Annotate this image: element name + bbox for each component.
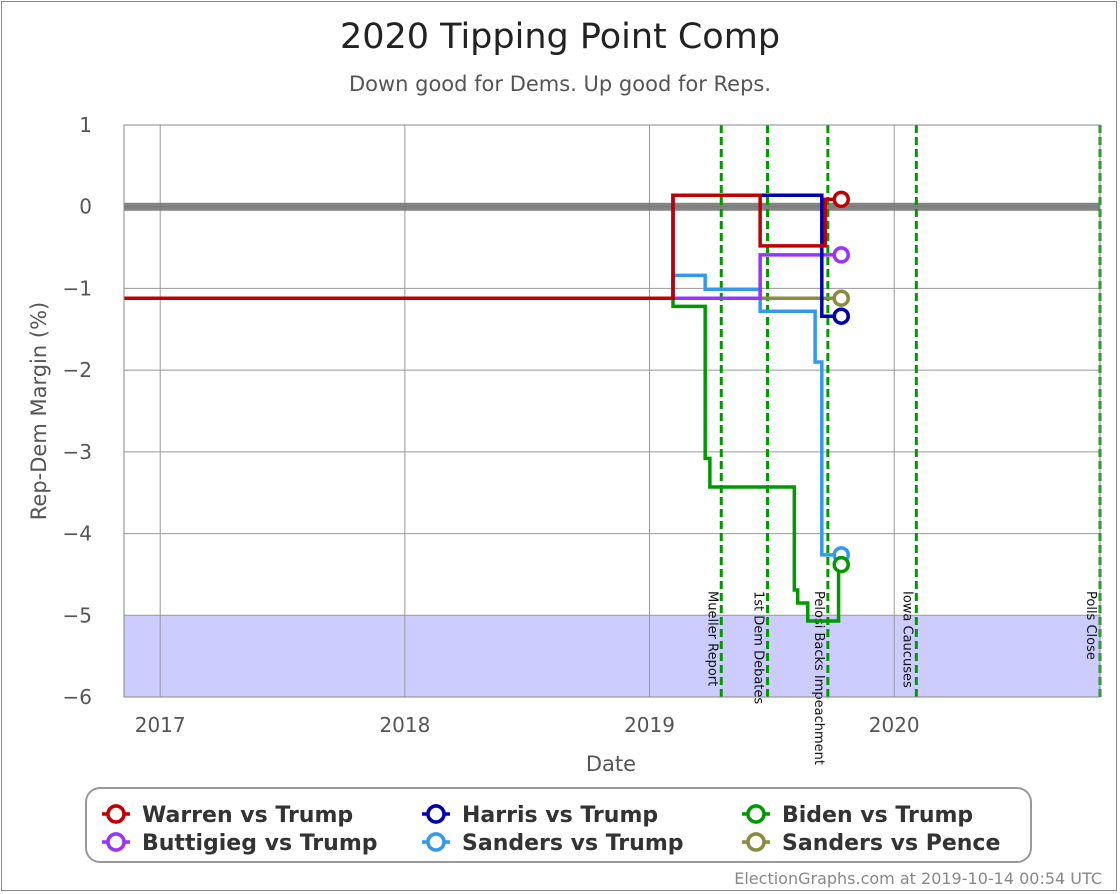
series-lines bbox=[124, 190, 851, 623]
x-tick-label: 2020 bbox=[869, 713, 920, 737]
legend-entry: Biden vs Trump bbox=[782, 803, 973, 828]
grid-lines bbox=[124, 124, 1100, 698]
legend-entry: Warren vs Trump bbox=[142, 803, 353, 828]
event-label: Polls Close bbox=[1083, 591, 1098, 660]
y-tick-label: −6 bbox=[63, 685, 92, 709]
y-tick-label: −3 bbox=[63, 440, 92, 464]
event-label: Iowa Caucuses bbox=[899, 591, 914, 688]
x-tick-label: 2017 bbox=[135, 713, 186, 737]
y-tick-label: −4 bbox=[63, 522, 92, 546]
legend-entry: Sanders vs Pence bbox=[782, 831, 1000, 856]
axes: 1 0 −1 −2 −3 −4 −5 −6 2017 2018 2019 2020 bbox=[63, 113, 1101, 737]
y-tick-label: 1 bbox=[79, 113, 92, 137]
event-label: 1st Dem Debates bbox=[751, 591, 766, 704]
legend-entry: Buttigieg vs Trump bbox=[142, 831, 378, 856]
y-tick-label: −1 bbox=[63, 276, 92, 300]
legend-entry: Harris vs Trump bbox=[462, 803, 658, 828]
series-endpoint-marker bbox=[832, 555, 851, 574]
legend-box bbox=[85, 787, 1032, 863]
x-tick-label: 2019 bbox=[624, 713, 675, 737]
series-endpoint-marker bbox=[832, 246, 851, 264]
series-endpoint-marker bbox=[832, 190, 851, 209]
legend-marker-front bbox=[106, 832, 126, 852]
legend-marker-front bbox=[746, 832, 766, 852]
series-line bbox=[124, 273, 842, 557]
x-axis-label: Date bbox=[586, 752, 636, 776]
legend-marker-front bbox=[426, 832, 446, 852]
shaded-band bbox=[124, 615, 1100, 697]
legend-marker-front bbox=[426, 804, 446, 824]
plot-background bbox=[124, 615, 1100, 697]
x-tick-label: 2018 bbox=[379, 713, 430, 737]
y-tick-label: −2 bbox=[63, 358, 92, 382]
plot-border bbox=[123, 124, 1101, 698]
series-line bbox=[124, 193, 842, 300]
event-label: Mueller Report bbox=[704, 591, 719, 686]
legend-marker-front bbox=[106, 804, 126, 824]
series-endpoint-marker bbox=[832, 307, 851, 325]
chart-subtitle: Down good for Dems. Up good for Reps. bbox=[349, 72, 771, 96]
series-line bbox=[124, 296, 842, 623]
series-line bbox=[124, 253, 842, 300]
credit-text: ElectionGraphs.com at 2019-10-14 00:54 U… bbox=[734, 869, 1102, 888]
y-axis-label: Rep-Dem Margin (%) bbox=[27, 302, 51, 520]
event-label: Pelosi Backs Impeachment bbox=[811, 591, 826, 765]
legend-entry: Sanders vs Trump bbox=[462, 831, 684, 856]
event-markers: Mueller Report 1st Dem Debates Pelosi Back… bbox=[704, 125, 1102, 765]
legend: Warren vs Trump Harris vs Trump Biden vs T… bbox=[85, 787, 1032, 863]
series-endpoint-marker bbox=[832, 289, 851, 307]
chart-title: 2020 Tipping Point Comp bbox=[340, 17, 780, 57]
y-tick-label: −5 bbox=[63, 603, 92, 627]
y-tick-label: 0 bbox=[79, 195, 92, 219]
legend-marker-front bbox=[746, 804, 766, 824]
